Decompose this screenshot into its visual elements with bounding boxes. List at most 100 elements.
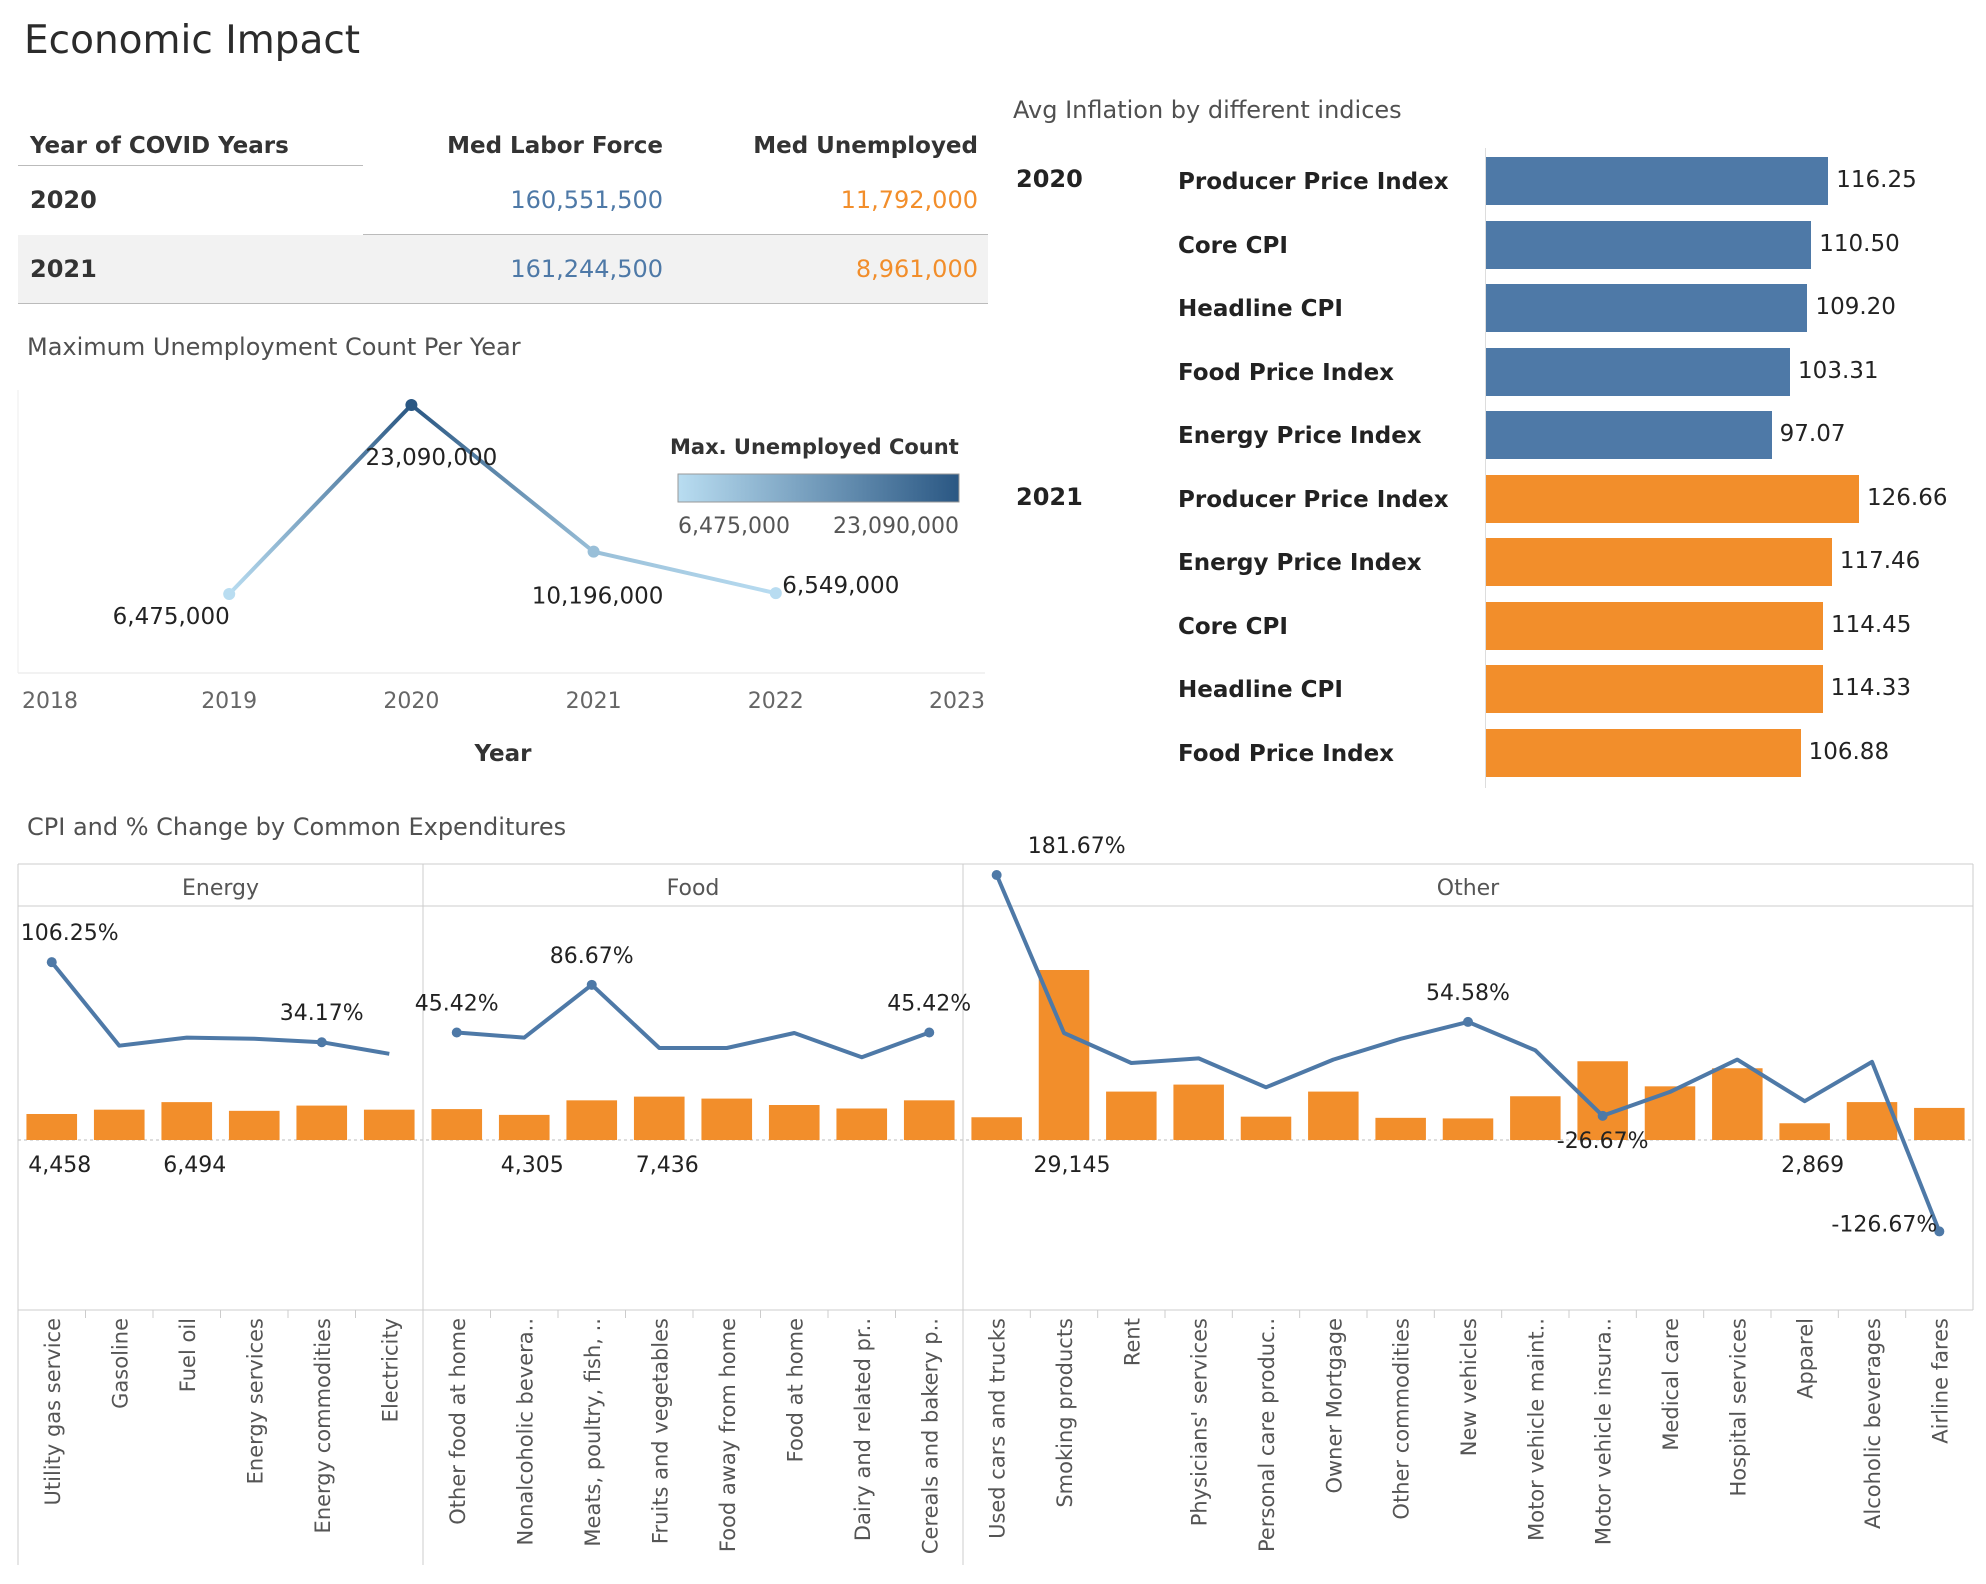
pct-point[interactable]: [586, 979, 597, 990]
x-tick-label: 2019: [201, 689, 257, 714]
inflation-bar[interactable]: [1485, 220, 1812, 269]
cpi-chart-title: CPI and % Change by Common Expenditures: [27, 813, 567, 841]
category-label: New vehicles: [1457, 1318, 1481, 1456]
data-point[interactable]: [223, 588, 236, 600]
row-labor-force: 161,244,500: [510, 255, 663, 283]
bar-value-label: 117.46: [1839, 548, 1921, 574]
cpi-bar[interactable]: [1779, 1123, 1830, 1140]
cpi-bar[interactable]: [1644, 1086, 1696, 1140]
header-labor-force: Med Labor Force: [447, 133, 663, 159]
index-label: Headline CPI: [1178, 677, 1343, 703]
category-label: Fuel oil: [176, 1318, 200, 1392]
cpi-bar[interactable]: [26, 1113, 78, 1140]
inflation-bar[interactable]: [1485, 665, 1823, 713]
row-unemployed: 11,792,000: [840, 186, 978, 214]
line-segment: [409, 403, 596, 554]
table-row: 2020 160,551,500 11,792,000: [18, 166, 988, 234]
category-label: Food away from home: [716, 1318, 740, 1552]
x-tick-label: 2020: [383, 689, 439, 714]
index-label: Energy Price Index: [1178, 550, 1422, 576]
cpi-bar[interactable]: [1240, 1116, 1292, 1140]
inflation-bar[interactable]: [1485, 474, 1859, 523]
year-group-label: 2020: [1016, 165, 1083, 193]
category-label: Other food at home: [446, 1318, 470, 1525]
category-label: Energy services: [243, 1318, 267, 1484]
cpi-bar[interactable]: [1712, 1068, 1763, 1140]
cpi-bar[interactable]: [768, 1105, 820, 1140]
pct-point[interactable]: [991, 870, 1002, 880]
cpi-bar[interactable]: [903, 1100, 955, 1140]
line-segment: [227, 403, 414, 596]
category-label: Nonalcoholic bevera..: [513, 1318, 537, 1545]
pct-data-label: -26.67%: [1557, 1129, 1649, 1154]
cpi-bar[interactable]: [1442, 1118, 1494, 1140]
cpi-bar[interactable]: [633, 1096, 685, 1140]
category-label: Other commodities: [1390, 1318, 1414, 1520]
category-label: Used cars and trucks: [986, 1318, 1010, 1539]
bar-value-label: 126.66: [1867, 484, 1948, 511]
bar-value-label: 97.07: [1779, 421, 1846, 447]
inflation-bar[interactable]: [1485, 347, 1791, 396]
category-label: Smoking products: [1053, 1318, 1077, 1508]
legend-title: Max. Unemployed Count: [670, 435, 959, 459]
data-point[interactable]: [587, 545, 600, 558]
row-year: 2020: [30, 186, 97, 214]
pct-point[interactable]: [1463, 1016, 1473, 1027]
cpi-bar[interactable]: [1510, 1096, 1561, 1140]
cpi-bar[interactable]: [566, 1100, 618, 1140]
category-label: Owner Mortgage: [1322, 1318, 1346, 1494]
pct-data-label: 181.67%: [1028, 834, 1126, 859]
inflation-bar[interactable]: [1485, 728, 1801, 777]
x-axis-title: Year: [473, 741, 532, 767]
data-point[interactable]: [405, 399, 418, 411]
inflation-bar[interactable]: [1485, 601, 1823, 650]
data-label: 10,196,000: [532, 584, 664, 610]
cpi-bar[interactable]: [1914, 1107, 1965, 1140]
cpi-bar[interactable]: [363, 1109, 415, 1140]
row-divider: [363, 234, 988, 235]
bar-value-label: 109.20: [1815, 294, 1896, 320]
pct-point[interactable]: [316, 1037, 327, 1048]
inflation-bar[interactable]: [1485, 157, 1829, 205]
pct-data-label: 45.42%: [887, 991, 971, 1016]
cpi-bar[interactable]: [1106, 1091, 1157, 1140]
category-label: Medical care: [1659, 1318, 1683, 1451]
inflation-bar[interactable]: [1485, 411, 1772, 459]
pct-data-label: 86.67%: [550, 944, 634, 969]
category-label: Meats, poultry, fish, ..: [581, 1318, 605, 1547]
pct-point[interactable]: [1934, 1226, 1945, 1237]
pct-point[interactable]: [46, 957, 57, 968]
cpi-bar[interactable]: [161, 1102, 213, 1140]
cpi-bar[interactable]: [228, 1110, 280, 1140]
cpi-bar[interactable]: [296, 1105, 348, 1140]
inflation-bar[interactable]: [1485, 538, 1832, 586]
data-point[interactable]: [769, 587, 782, 600]
cpi-bar[interactable]: [431, 1109, 483, 1140]
row-labor-force: 160,551,500: [510, 186, 663, 214]
page-title: Economic Impact: [24, 18, 361, 63]
bar-axis-line: [1485, 148, 1486, 788]
panel-header: Food: [667, 876, 720, 901]
panel-header: Energy: [182, 876, 259, 901]
pct-point[interactable]: [451, 1027, 462, 1038]
category-label: Utility gas service: [41, 1318, 65, 1505]
line-segment: [591, 549, 778, 596]
cpi-bar[interactable]: [701, 1098, 753, 1140]
cpi-bar[interactable]: [498, 1114, 550, 1140]
inflation-chart: 2020 Producer Price Index 116.25 Core CPI 11…: [1016, 148, 1948, 788]
category-label: Gasoline: [108, 1318, 132, 1409]
cpi-bar[interactable]: [836, 1108, 888, 1140]
cpi-bar[interactable]: [93, 1109, 145, 1140]
cpi-bar[interactable]: [1308, 1091, 1359, 1140]
index-label: Producer Price Index: [1178, 486, 1449, 513]
category-label: Motor vehicle maint..: [1524, 1318, 1548, 1541]
cpi-bar[interactable]: [971, 1117, 1022, 1140]
pct-point[interactable]: [924, 1027, 935, 1038]
inflation-bar[interactable]: [1485, 284, 1808, 332]
cpi-bar[interactable]: [1173, 1084, 1224, 1140]
cpi-data-label: 2,869: [1781, 1153, 1844, 1178]
cpi-bar[interactable]: [1375, 1117, 1426, 1140]
pct-point[interactable]: [1597, 1110, 1608, 1121]
category-label: Motor vehicle insura..: [1592, 1318, 1616, 1545]
unemployment-chart-title: Maximum Unemployment Count Per Year: [27, 333, 521, 361]
